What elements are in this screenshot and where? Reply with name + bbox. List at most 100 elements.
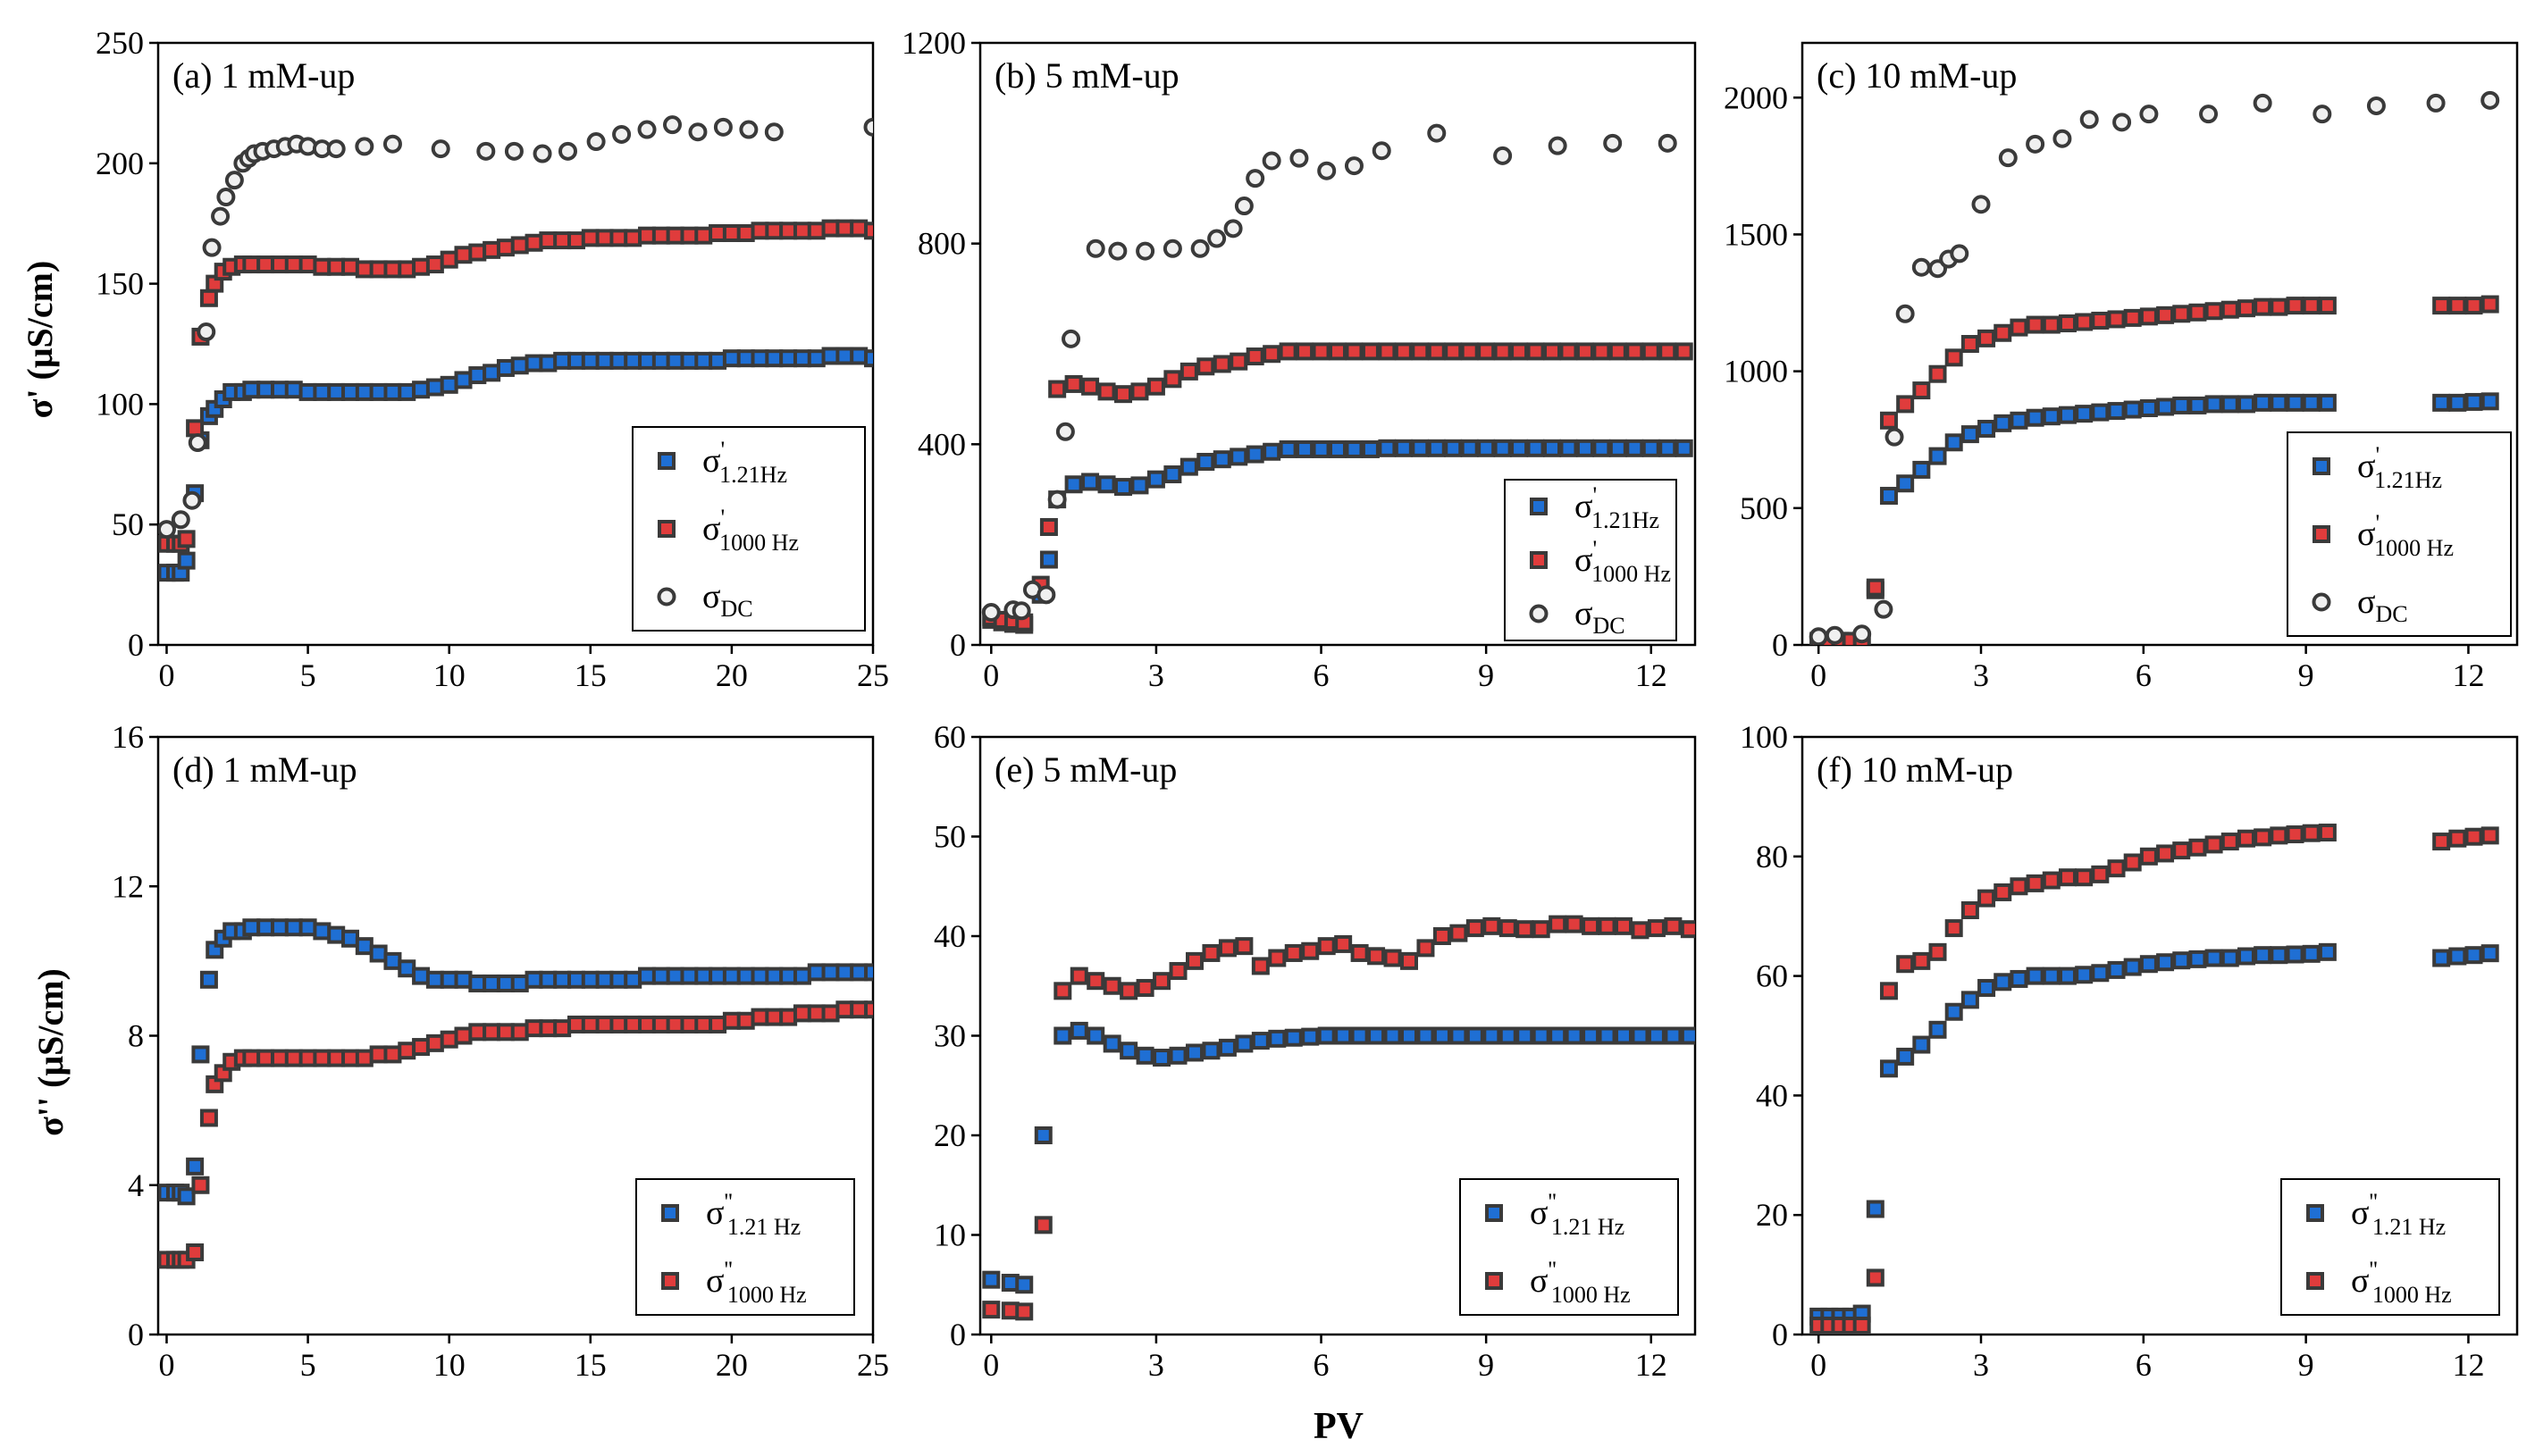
data-point-red (256, 1049, 275, 1067)
data-point-blue (2010, 969, 2028, 988)
data-point-blue (2091, 964, 2110, 983)
data-point-red (1034, 1216, 1053, 1234)
data-point-blue (722, 966, 741, 985)
data-point-blue (1202, 1042, 1221, 1060)
x-tick-label: 6 (2136, 657, 2152, 693)
data-point-blue (341, 382, 360, 401)
legend-marker (1485, 1272, 1503, 1290)
data-point-red (1394, 342, 1413, 361)
data-point-red (595, 1015, 614, 1033)
legend: σ'' 1.21 Hz σ'' 1000 Hz (1459, 1178, 1679, 1316)
y-tick-label: 20 (1756, 1197, 1788, 1233)
x-tick-label: 6 (1314, 1347, 1330, 1383)
data-point-red (1213, 355, 1231, 373)
data-point-blue (177, 551, 196, 570)
y-tick-label: 500 (1740, 490, 1788, 526)
legend-marker (1485, 1204, 1503, 1222)
data-point-red (2302, 297, 2321, 315)
data-point-blue (2139, 398, 2158, 417)
data-point-red (1411, 342, 1430, 361)
data-point-red (2254, 297, 2272, 316)
legend-marker (658, 452, 676, 470)
data-point-red (638, 226, 657, 245)
data-point-red (270, 255, 289, 274)
data-point-red (1279, 342, 1297, 361)
data-point-blue (2286, 393, 2304, 412)
legend-marker (1530, 551, 1548, 569)
x-tick-label: 6 (1314, 657, 1330, 693)
data-point-red (2480, 826, 2499, 845)
data-point-red (651, 1015, 670, 1033)
data-point-red (355, 1049, 374, 1067)
data-point-red (313, 1049, 332, 1067)
data-point-red (2286, 825, 2304, 844)
data-point-blue (567, 351, 585, 370)
data-point-blue (1928, 447, 1947, 465)
data-point-red (864, 1000, 873, 1019)
data-point-blue (1960, 425, 1979, 444)
data-point-blue (496, 974, 515, 992)
data-point-red (1120, 982, 1138, 1000)
data-point-red (1400, 951, 1418, 970)
legend-label: σ'' 1.21 Hz (706, 1189, 801, 1240)
data-point-red (1912, 951, 1931, 970)
panel-title: (f) 10 mM-up (1817, 749, 2013, 790)
data-point-red (440, 1030, 458, 1049)
data-point-red (284, 1049, 303, 1067)
data-point-blue (722, 349, 741, 368)
data-point-blue (454, 371, 473, 389)
data-point-blue (313, 922, 332, 941)
data-point-dc (1062, 329, 1081, 348)
data-point-red (982, 1301, 1001, 1319)
data-point-blue (454, 970, 473, 989)
data-point-red (510, 1023, 529, 1042)
legend-label: σ'' 1000 Hz (706, 1257, 807, 1308)
data-point-blue (1103, 1034, 1121, 1053)
data-point-red (609, 1015, 628, 1033)
data-point-red (1549, 915, 1567, 933)
legend-label: σDC (1574, 595, 1625, 639)
data-point-blue (595, 970, 614, 989)
data-point-red (1960, 901, 1979, 920)
data-point-dc (1603, 133, 1623, 153)
data-point-red (2156, 305, 2175, 324)
data-point-blue (1146, 470, 1165, 489)
data-point-red (1218, 939, 1237, 958)
x-tick-label: 12 (1635, 657, 1667, 693)
y-tick-label: 8 (128, 1018, 144, 1054)
data-point-blue (553, 970, 572, 989)
data-point-blue (483, 974, 501, 992)
data-point-red (1582, 916, 1600, 935)
legend: σ' 1.21Hz σ' 1000 Hz σDC (632, 426, 866, 632)
data-point-red (1658, 342, 1677, 361)
data-point-red (2058, 868, 2077, 887)
data-point-red (525, 1019, 543, 1038)
data-point-blue (1345, 439, 1364, 458)
data-point-dc (713, 117, 733, 137)
data-point-blue (2172, 396, 2191, 414)
data-point-red (1510, 342, 1529, 361)
data-point-red (1130, 382, 1149, 401)
data-point-red (1449, 924, 1468, 942)
data-point-blue (1928, 1020, 1947, 1039)
data-point-red (1169, 962, 1188, 981)
data-point-blue (1218, 1038, 1237, 1057)
data-point-red (1994, 323, 2012, 342)
legend-label: σ' 1.21Hz (1574, 482, 1659, 533)
data-point-red (807, 222, 826, 240)
data-point-red (793, 1004, 811, 1023)
x-tick-label: 20 (716, 657, 748, 693)
data-point-blue (2026, 966, 2044, 985)
data-point-red (1301, 941, 1320, 960)
data-point-blue (2204, 949, 2223, 967)
data-point-blue (694, 351, 713, 370)
data-point-blue (2480, 944, 2499, 963)
data-point-blue (2188, 396, 2207, 414)
data-point-blue (1675, 439, 1693, 457)
data-point-red (341, 1049, 360, 1067)
x-tick-label: 12 (2452, 657, 2484, 693)
data-point-blue (821, 963, 840, 982)
data-point-red (581, 1015, 600, 1033)
data-point-red (1498, 919, 1517, 938)
